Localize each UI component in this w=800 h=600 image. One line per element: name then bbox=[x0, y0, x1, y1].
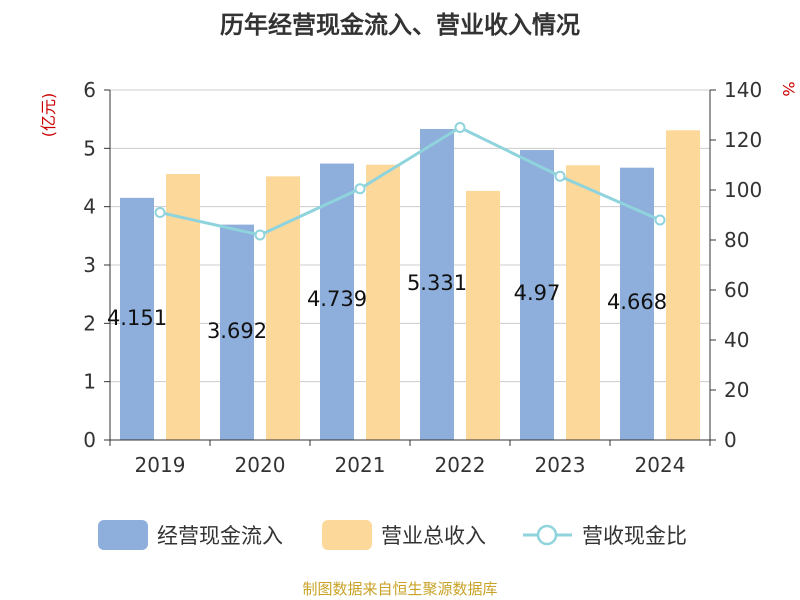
ratio-point bbox=[354, 183, 366, 195]
gridlines bbox=[110, 89, 710, 383]
right-axis-unit: % bbox=[779, 81, 798, 96]
x-tick-label: 2022 bbox=[435, 453, 486, 477]
right-tick-label: 20 bbox=[724, 378, 749, 402]
chart-title: 历年经营现金流入、营业收入情况 bbox=[220, 11, 580, 39]
bar-cash-inflow bbox=[220, 224, 254, 440]
data-label: 4.151 bbox=[107, 306, 167, 330]
data-label: 4.668 bbox=[607, 290, 667, 314]
right-tick-label: 40 bbox=[724, 328, 749, 352]
data-label: 4.739 bbox=[307, 287, 367, 311]
legend-label-ratio: 营收现金比 bbox=[582, 524, 687, 548]
source-note: 制图数据来自恒生聚源数据库 bbox=[302, 580, 497, 598]
legend-label-cash-inflow: 经营现金流入 bbox=[157, 524, 283, 548]
left-tick-label: 6 bbox=[83, 78, 96, 102]
data-label: 4.97 bbox=[514, 281, 561, 305]
left-tick-label: 5 bbox=[83, 136, 96, 160]
ratio-line-path bbox=[159, 125, 661, 237]
legend-swatch-revenue bbox=[322, 520, 372, 550]
bar-cash-inflow bbox=[320, 163, 354, 440]
bar-cash-inflow bbox=[620, 167, 654, 440]
legend-marker-ratio bbox=[536, 524, 558, 546]
ratio-point bbox=[554, 170, 566, 182]
legend: 经营现金流入 营业总收入 营收现金比 bbox=[98, 520, 687, 550]
left-tick-label: 1 bbox=[83, 370, 96, 394]
bar-revenue bbox=[266, 176, 300, 441]
left-tick-label: 2 bbox=[83, 311, 96, 335]
data-label: 5.331 bbox=[407, 271, 467, 295]
bars bbox=[120, 129, 700, 441]
bar-revenue bbox=[666, 130, 700, 440]
bar-cash-inflow bbox=[120, 197, 154, 440]
legend-swatch-cash-inflow bbox=[98, 520, 148, 550]
x-tick-label: 2024 bbox=[635, 453, 686, 477]
data-label: 3.692 bbox=[207, 319, 267, 343]
ratio-point bbox=[454, 122, 466, 133]
ratio-point bbox=[154, 207, 166, 218]
ratio-line bbox=[154, 122, 666, 241]
left-tick-label: 4 bbox=[83, 195, 96, 219]
legend-label-revenue: 营业总收入 bbox=[381, 524, 486, 548]
right-tick-label: 60 bbox=[724, 278, 749, 302]
right-tick-label: 100 bbox=[724, 178, 762, 202]
left-tick-label: 3 bbox=[83, 253, 96, 277]
bar-cash-inflow bbox=[520, 150, 554, 441]
bar-revenue bbox=[366, 164, 400, 440]
left-axis-unit: (亿元) bbox=[39, 93, 58, 138]
bar-revenue bbox=[566, 165, 600, 440]
data-labels: 4.151 3.692 4.739 5.331 4.97 4.668 bbox=[107, 271, 667, 343]
bar-cash-inflow bbox=[420, 129, 454, 440]
x-tick-label: 2020 bbox=[235, 453, 286, 477]
x-tick-label: 2021 bbox=[335, 453, 386, 477]
right-tick-label: 80 bbox=[724, 228, 749, 252]
ratio-point bbox=[254, 229, 266, 241]
x-tick-label: 2019 bbox=[135, 453, 186, 477]
ratio-point bbox=[654, 214, 666, 226]
right-tick-label: 0 bbox=[724, 428, 737, 452]
right-tick-label: 140 bbox=[724, 78, 762, 102]
left-tick-label: 0 bbox=[83, 428, 96, 452]
x-tick-label: 2023 bbox=[535, 453, 586, 477]
bar-revenue bbox=[466, 190, 500, 440]
right-tick-label: 120 bbox=[724, 128, 762, 152]
